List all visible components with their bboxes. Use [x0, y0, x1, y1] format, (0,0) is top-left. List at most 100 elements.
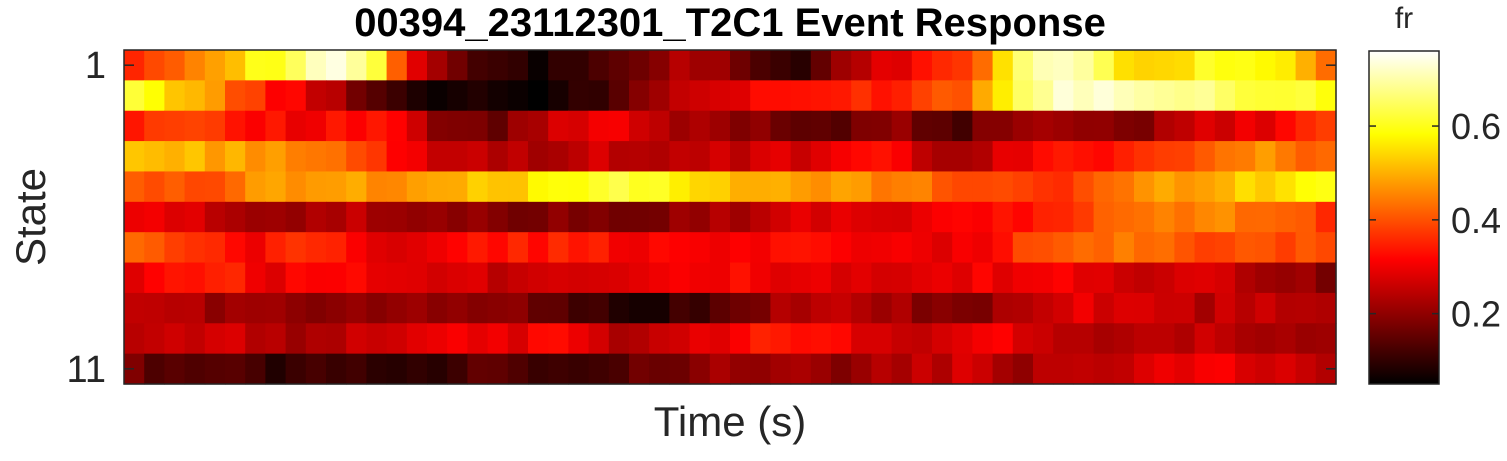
heatmap-cell — [225, 262, 246, 294]
heatmap-cell — [245, 201, 266, 233]
heatmap-cell — [1295, 110, 1317, 142]
heatmap-cell — [932, 201, 953, 233]
heatmap-cell — [1053, 141, 1074, 173]
heatmap-cell — [1214, 353, 1236, 385]
heatmap-cell — [305, 292, 327, 324]
heatmap-cell — [467, 110, 489, 142]
heatmap-cell — [1093, 323, 1115, 355]
heatmap-cell — [1214, 323, 1236, 355]
heatmap-cell — [851, 323, 872, 355]
heatmap-cell — [1093, 292, 1115, 324]
heatmap-cell — [144, 262, 165, 294]
heatmap-cell — [164, 262, 186, 294]
heatmap-cell — [911, 323, 933, 355]
heatmap-cell — [528, 50, 549, 81]
heatmap-cell — [204, 171, 226, 203]
heatmap-cell — [588, 353, 610, 385]
colorbar-tick-label: 0.2 — [1451, 294, 1501, 335]
heatmap-cell — [770, 353, 792, 385]
heatmap-cell — [1275, 262, 1297, 294]
heatmap-cell — [568, 80, 590, 112]
heatmap-cell — [1194, 80, 1216, 112]
heatmap-cell — [406, 50, 428, 81]
heatmap-cell — [406, 353, 428, 385]
heatmap-cell — [750, 50, 771, 81]
heatmap-cell — [1012, 232, 1034, 264]
heatmap-cell — [992, 232, 1014, 264]
heatmap-cell — [871, 201, 893, 233]
heatmap-cell — [972, 141, 994, 173]
heatmap-cell — [1113, 201, 1135, 233]
heatmap-cell — [124, 232, 145, 264]
heatmap-cell — [649, 141, 670, 173]
heatmap-cell — [1315, 201, 1337, 233]
heatmap-cell — [891, 171, 913, 203]
heatmap-cell — [164, 292, 186, 324]
heatmap-cell — [265, 323, 287, 355]
heatmap-cell — [810, 80, 832, 112]
heatmap-cell — [184, 232, 206, 264]
heatmap-cell — [507, 353, 529, 385]
heatmap-cell — [770, 323, 792, 355]
heatmap-cell — [528, 80, 549, 112]
heatmap-cell — [305, 262, 327, 294]
heatmap-cell — [911, 141, 933, 173]
heatmap-cell — [1194, 232, 1216, 264]
heatmap-cell — [790, 80, 812, 112]
heatmap-cell — [770, 50, 792, 81]
heatmap-cell — [911, 232, 933, 264]
heatmap-cell — [629, 80, 650, 112]
heatmap-cell — [1053, 50, 1074, 81]
heatmap-cell — [871, 323, 893, 355]
heatmap-cell — [810, 292, 832, 324]
heatmap-cell — [265, 262, 287, 294]
heatmap-cell — [204, 262, 226, 294]
heatmap-cell — [1214, 110, 1236, 142]
heatmap-cell — [467, 262, 489, 294]
heatmap-cell — [891, 292, 913, 324]
heatmap-cell — [790, 262, 812, 294]
heatmap-cell — [1315, 292, 1337, 324]
heatmap-cell — [1295, 232, 1317, 264]
heatmap-cell — [528, 292, 549, 324]
heatmap-cell — [366, 232, 388, 264]
heatmap-cell — [669, 262, 691, 294]
heatmap-cell — [568, 262, 590, 294]
heatmap-cell — [992, 50, 1014, 81]
heatmap-cell — [1012, 80, 1034, 112]
heatmap-cell — [730, 292, 751, 324]
heatmap-cell — [669, 141, 691, 173]
heatmap-cell — [204, 50, 226, 81]
heatmap-cell — [608, 80, 630, 112]
heatmap-cell — [972, 232, 994, 264]
heatmap-cell — [669, 50, 691, 81]
heatmap-cell — [204, 353, 226, 385]
heatmap-cell — [831, 232, 852, 264]
heatmap-cell — [689, 232, 711, 264]
heatmap-cell — [891, 110, 913, 142]
heatmap-cell — [1174, 80, 1196, 112]
heatmap-cell — [871, 353, 893, 385]
heatmap-cell — [548, 80, 569, 112]
heatmap-cell — [629, 141, 650, 173]
heatmap-cell — [770, 201, 792, 233]
heatmap-cell — [204, 80, 226, 112]
heatmap-cell — [689, 201, 711, 233]
heatmap-cell — [1033, 110, 1054, 142]
heatmap-cell — [1012, 201, 1034, 233]
heatmap-cell — [346, 80, 367, 112]
heatmap-cell — [1134, 141, 1155, 173]
heatmap-cell — [1194, 50, 1216, 81]
heatmap-cell — [406, 323, 428, 355]
heatmap-cell — [932, 353, 953, 385]
colorbar-label: fr — [1395, 2, 1413, 35]
heatmap-cell — [406, 292, 428, 324]
heatmap-cell — [810, 353, 832, 385]
heatmap-cell — [730, 353, 751, 385]
heatmap-cell — [1033, 80, 1054, 112]
heatmap-cell — [245, 80, 266, 112]
heatmap-cell — [790, 323, 812, 355]
heatmap-cell — [689, 323, 711, 355]
heatmap-cell — [427, 292, 448, 324]
heatmap-cell — [770, 80, 792, 112]
